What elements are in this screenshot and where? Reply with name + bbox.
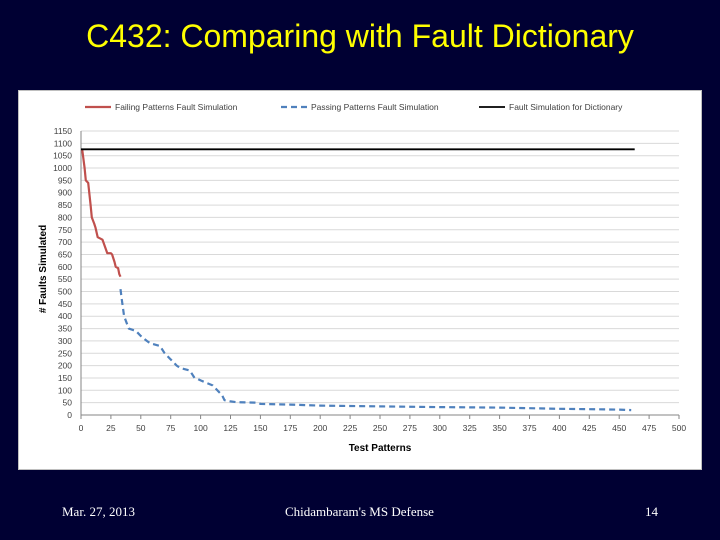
x-axis-label: Test Patterns bbox=[349, 443, 412, 454]
y-axis-label: # Faults Simulated bbox=[38, 225, 49, 313]
y-tick-label: 950 bbox=[58, 175, 72, 185]
x-tick-label: 50 bbox=[136, 423, 146, 433]
y-tick-label: 350 bbox=[58, 324, 72, 334]
x-tick-label: 200 bbox=[313, 423, 327, 433]
y-tick-label: 550 bbox=[58, 274, 72, 284]
chart-grid bbox=[81, 130, 679, 416]
y-tick-label: 300 bbox=[58, 336, 72, 346]
y-tick-label: 50 bbox=[63, 398, 73, 408]
chart-panel: Failing Patterns Fault Simulation Passing… bbox=[18, 90, 702, 470]
x-tick-label: 500 bbox=[672, 423, 686, 433]
y-tick-label: 1150 bbox=[54, 126, 73, 136]
x-tick-label: 375 bbox=[522, 423, 536, 433]
y-tick-label: 600 bbox=[58, 262, 72, 272]
y-tick-label: 750 bbox=[58, 225, 72, 235]
series-line-2 bbox=[119, 288, 632, 412]
y-tick-label: 1000 bbox=[53, 163, 72, 173]
y-tick-label: 0 bbox=[67, 410, 72, 420]
footer-presentation: Chidambaram's MS Defense bbox=[285, 504, 434, 519]
y-tick-label: 200 bbox=[58, 361, 72, 371]
legend-label-1: Failing Patterns Fault Simulation bbox=[115, 102, 238, 112]
x-tick-label: 225 bbox=[343, 423, 357, 433]
y-tick-label: 1050 bbox=[53, 151, 72, 161]
chart-legend: Failing Patterns Fault Simulation Passing… bbox=[85, 102, 623, 112]
x-tick-label: 125 bbox=[223, 423, 237, 433]
x-tick-label: 250 bbox=[373, 423, 387, 433]
x-tick-label: 425 bbox=[582, 423, 596, 433]
x-tick-label: 350 bbox=[493, 423, 507, 433]
legend-label-2: Passing Patterns Fault Simulation bbox=[311, 102, 439, 112]
y-tick-label: 650 bbox=[58, 249, 72, 259]
x-tick-label: 300 bbox=[433, 423, 447, 433]
x-tick-label: 325 bbox=[463, 423, 477, 433]
y-tick-label: 100 bbox=[58, 385, 72, 395]
x-tick-label: 25 bbox=[106, 423, 116, 433]
y-tick-label: 850 bbox=[58, 200, 72, 210]
y-tick-label: 800 bbox=[58, 212, 72, 222]
chart-axes: 0501001502002503003504004505005506006507… bbox=[53, 126, 686, 433]
x-tick-label: 475 bbox=[642, 423, 656, 433]
chart-svg: Failing Patterns Fault Simulation Passing… bbox=[38, 102, 686, 454]
y-tick-label: 1100 bbox=[54, 138, 73, 148]
y-tick-label: 500 bbox=[58, 287, 72, 297]
y-tick-label: 150 bbox=[58, 373, 72, 383]
slide-title: C432: Comparing with Fault Dictionary bbox=[86, 18, 634, 54]
x-tick-label: 75 bbox=[166, 423, 176, 433]
x-tick-label: 275 bbox=[403, 423, 417, 433]
x-tick-label: 0 bbox=[79, 423, 84, 433]
x-tick-label: 175 bbox=[283, 423, 297, 433]
y-tick-label: 450 bbox=[58, 299, 72, 309]
y-tick-label: 400 bbox=[58, 311, 72, 321]
footer-page-number: 14 bbox=[645, 504, 658, 519]
x-tick-label: 100 bbox=[194, 423, 208, 433]
y-tick-label: 250 bbox=[58, 348, 72, 358]
footer-date: Mar. 27, 2013 bbox=[62, 504, 135, 519]
x-tick-label: 400 bbox=[552, 423, 566, 433]
x-tick-label: 150 bbox=[253, 423, 267, 433]
chart-series bbox=[81, 148, 635, 412]
y-tick-label: 700 bbox=[58, 237, 72, 247]
series-line-1 bbox=[81, 149, 122, 278]
y-tick-label: 900 bbox=[58, 188, 72, 198]
legend-label-3: Fault Simulation for Dictionary bbox=[509, 102, 623, 112]
x-tick-label: 450 bbox=[612, 423, 626, 433]
